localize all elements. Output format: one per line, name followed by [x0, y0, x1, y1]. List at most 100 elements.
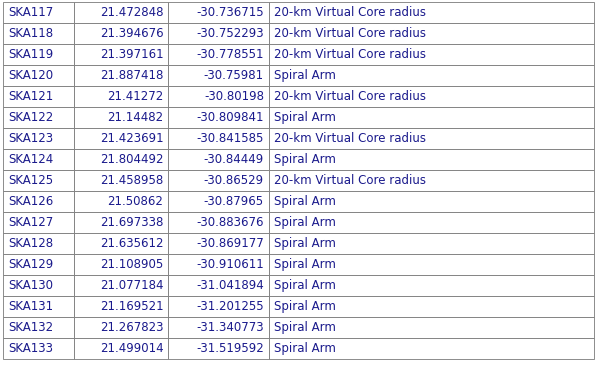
Text: -30.80198: -30.80198	[204, 90, 264, 103]
Bar	[269, 170, 594, 191]
Text: 20-km Virtual Core radius: 20-km Virtual Core radius	[274, 90, 426, 103]
Bar	[269, 191, 594, 212]
Text: 21.499014: 21.499014	[100, 342, 164, 355]
Text: Spiral Arm: Spiral Arm	[274, 237, 336, 250]
Bar	[269, 212, 594, 233]
Bar	[74, 23, 168, 44]
Text: SKA117: SKA117	[8, 6, 53, 19]
Bar	[168, 128, 269, 149]
Bar	[168, 296, 269, 317]
Bar	[74, 254, 168, 275]
Text: SKA121: SKA121	[8, 90, 53, 103]
Bar	[3, 233, 74, 254]
Bar	[269, 254, 594, 275]
Bar	[74, 44, 168, 65]
Text: Spiral Arm: Spiral Arm	[274, 279, 336, 292]
Bar	[3, 86, 74, 107]
Text: Spiral Arm: Spiral Arm	[274, 216, 336, 229]
Text: -30.910611: -30.910611	[196, 258, 264, 271]
Bar	[269, 2, 594, 23]
Bar	[168, 233, 269, 254]
Bar	[269, 65, 594, 86]
Text: SKA133: SKA133	[8, 342, 53, 355]
Text: SKA120: SKA120	[8, 69, 53, 82]
Text: SKA128: SKA128	[8, 237, 53, 250]
Text: 21.50862: 21.50862	[107, 195, 164, 208]
Text: Spiral Arm: Spiral Arm	[274, 111, 336, 124]
Bar	[3, 107, 74, 128]
Text: 21.697338: 21.697338	[100, 216, 164, 229]
Bar	[168, 338, 269, 359]
Bar	[168, 275, 269, 296]
Bar	[168, 107, 269, 128]
Bar	[74, 275, 168, 296]
Text: Spiral Arm: Spiral Arm	[274, 258, 336, 271]
Bar	[3, 170, 74, 191]
Bar	[74, 65, 168, 86]
Text: -30.87965: -30.87965	[204, 195, 264, 208]
Bar	[3, 212, 74, 233]
Bar	[168, 23, 269, 44]
Bar	[3, 338, 74, 359]
Text: SKA132: SKA132	[8, 321, 53, 334]
Bar	[269, 128, 594, 149]
Bar	[74, 212, 168, 233]
Bar	[3, 191, 74, 212]
Bar	[168, 254, 269, 275]
Bar	[168, 44, 269, 65]
Text: Spiral Arm: Spiral Arm	[274, 69, 336, 82]
Text: SKA129: SKA129	[8, 258, 53, 271]
Text: -30.869177: -30.869177	[196, 237, 264, 250]
Bar	[3, 2, 74, 23]
Text: 20-km Virtual Core radius: 20-km Virtual Core radius	[274, 6, 426, 19]
Text: SKA118: SKA118	[8, 27, 53, 40]
Bar	[168, 212, 269, 233]
Text: 21.423691: 21.423691	[100, 132, 164, 145]
Bar	[74, 338, 168, 359]
Text: 20-km Virtual Core radius: 20-km Virtual Core radius	[274, 132, 426, 145]
Text: 20-km Virtual Core radius: 20-km Virtual Core radius	[274, 27, 426, 40]
Bar	[269, 296, 594, 317]
Bar	[3, 65, 74, 86]
Text: 20-km Virtual Core radius: 20-km Virtual Core radius	[274, 48, 426, 61]
Text: 21.635612: 21.635612	[100, 237, 164, 250]
Bar	[74, 86, 168, 107]
Bar	[168, 65, 269, 86]
Text: 21.41272: 21.41272	[107, 90, 164, 103]
Bar	[269, 149, 594, 170]
Bar	[168, 191, 269, 212]
Text: 20-km Virtual Core radius: 20-km Virtual Core radius	[274, 174, 426, 187]
Bar	[168, 86, 269, 107]
Bar	[3, 275, 74, 296]
Text: SKA123: SKA123	[8, 132, 53, 145]
Text: SKA122: SKA122	[8, 111, 53, 124]
Bar	[3, 296, 74, 317]
Text: SKA124: SKA124	[8, 153, 53, 166]
Text: SKA125: SKA125	[8, 174, 53, 187]
Bar	[3, 149, 74, 170]
Bar	[74, 2, 168, 23]
Text: 21.397161: 21.397161	[100, 48, 164, 61]
Bar	[168, 149, 269, 170]
Bar	[269, 338, 594, 359]
Bar	[269, 275, 594, 296]
Text: 21.887418: 21.887418	[100, 69, 164, 82]
Text: -30.778551: -30.778551	[196, 48, 264, 61]
Bar	[3, 44, 74, 65]
Text: Spiral Arm: Spiral Arm	[274, 300, 336, 313]
Text: SKA126: SKA126	[8, 195, 53, 208]
Text: -30.84449: -30.84449	[204, 153, 264, 166]
Bar	[168, 317, 269, 338]
Text: 21.804492: 21.804492	[100, 153, 164, 166]
Bar	[168, 2, 269, 23]
Text: -30.752293: -30.752293	[196, 27, 264, 40]
Text: SKA131: SKA131	[8, 300, 53, 313]
Text: Spiral Arm: Spiral Arm	[274, 195, 336, 208]
Text: -31.041894: -31.041894	[196, 279, 264, 292]
Bar	[269, 86, 594, 107]
Text: -30.736715: -30.736715	[196, 6, 264, 19]
Bar	[74, 128, 168, 149]
Bar	[3, 317, 74, 338]
Bar	[269, 317, 594, 338]
Text: -30.883676: -30.883676	[196, 216, 264, 229]
